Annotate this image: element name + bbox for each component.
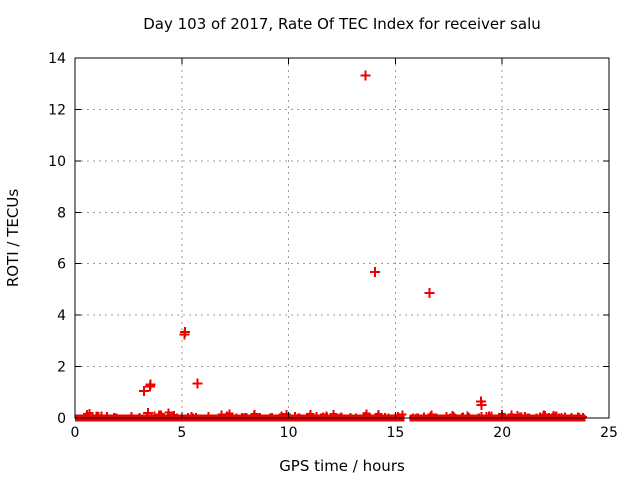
- y-tick-label: 12: [48, 102, 66, 118]
- chart-title: Day 103 of 2017, Rate Of TEC Index for r…: [143, 15, 541, 33]
- y-tick-label: 6: [57, 257, 66, 273]
- x-axis-label: GPS time / hours: [279, 457, 405, 475]
- y-tick-label: 4: [57, 308, 66, 324]
- x-tick-label: 0: [71, 425, 80, 441]
- y-tick-label: 10: [48, 154, 66, 170]
- x-tick-label: 10: [280, 425, 298, 441]
- x-tick-label: 25: [600, 425, 618, 441]
- grid-layer: [75, 58, 609, 418]
- y-tick-label: 0: [57, 411, 66, 427]
- y-tick-label: 8: [57, 205, 66, 221]
- y-tick-label: 2: [57, 360, 66, 376]
- tick-labels: 0 5 10 15 20 25 0 2 4 6 8 10 12 14: [48, 51, 618, 441]
- plot-border: [74, 57, 610, 419]
- x-tick-label: 15: [386, 425, 404, 441]
- outlier-points: [138, 70, 487, 419]
- x-tick-label: 20: [493, 425, 511, 441]
- x-tick-label: 5: [177, 425, 186, 441]
- y-tick-label: 14: [48, 51, 66, 67]
